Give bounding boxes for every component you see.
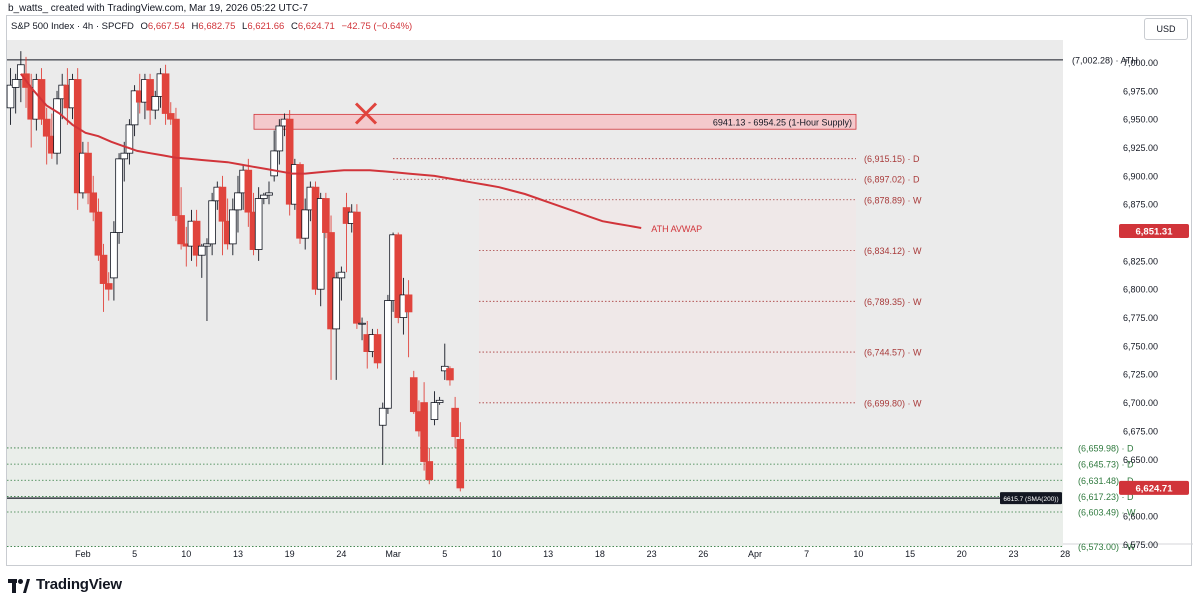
brand[interactable]: TradingView — [8, 576, 122, 593]
open-label: O — [140, 21, 148, 32]
high-value: 6,682.75 — [198, 21, 236, 32]
close-value: 6,624.71 — [297, 21, 335, 32]
change-value: −42.75 (−0.64%) — [341, 21, 413, 32]
tradingview-logo-icon — [8, 578, 30, 593]
close-label: C — [290, 21, 298, 32]
low-value: 6,621.66 — [247, 21, 285, 32]
ohlc-legend: S&P 500 Index · 4h · SPCFD O6,667.54 H6,… — [11, 21, 412, 32]
open-value: 6,667.54 — [147, 21, 185, 32]
chart-panel — [6, 15, 1192, 566]
low-label: L — [242, 21, 248, 32]
high-label: H — [191, 21, 199, 32]
credit-line: b_watts_ created with TradingView.com, M… — [8, 3, 308, 14]
brand-name: TradingView — [36, 576, 122, 593]
symbol-label[interactable]: S&P 500 Index · 4h · SPCFD — [11, 21, 134, 32]
currency-button[interactable]: USD — [1144, 18, 1188, 40]
